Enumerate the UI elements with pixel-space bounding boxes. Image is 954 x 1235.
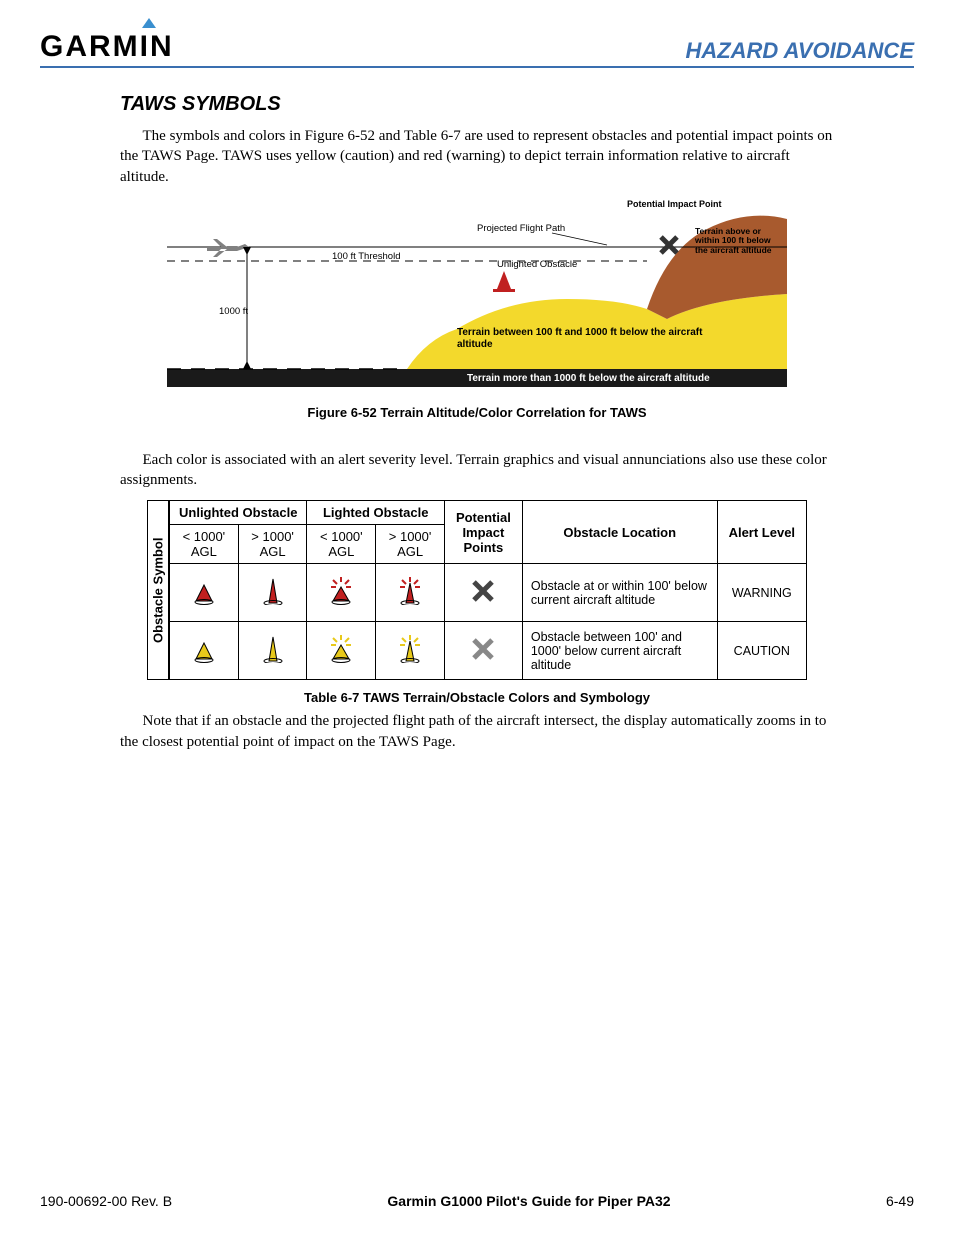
unlighted-short-icon	[192, 635, 216, 663]
label-obstacle: Unlighted Obstacle	[497, 259, 577, 270]
table-caption: Table 6-7 TAWS Terrain/Obstacle Colors a…	[120, 690, 834, 705]
arrow-up-icon	[243, 361, 251, 369]
label-threshold: 100 ft Threshold	[332, 251, 400, 262]
garmin-logo: GARMIN	[40, 30, 174, 64]
unlighted-short-icon	[192, 577, 216, 605]
cell-location-0: Obstacle at or within 100' below current…	[522, 564, 717, 622]
symbols-table: Unlighted Obstacle Lighted Obstacle Pote…	[169, 500, 807, 680]
page-footer: 190-00692-00 Rev. B Garmin G1000 Pilot's…	[40, 1193, 914, 1209]
impact-x-icon	[472, 580, 494, 602]
figure-6-52: Potential Impact Point Projected Flight …	[147, 199, 807, 420]
label-yellow-band: Terrain between 100 ft and 1000 ft below…	[457, 327, 737, 350]
table-row: Obstacle between 100' and 1000' below cu…	[170, 622, 807, 680]
table-side-label: Obstacle Symbol	[147, 500, 169, 680]
brand-text: GARMIN	[40, 30, 174, 64]
lighted-tall-icon	[398, 635, 422, 663]
label-black-band: Terrain more than 1000 ft below the airc…	[467, 373, 710, 384]
th-l-gt: > 1000' AGL	[376, 525, 445, 564]
arrow-down-icon	[243, 247, 251, 255]
page-content: TAWS SYMBOLS The symbols and colors in F…	[40, 93, 914, 752]
th-l-lt: < 1000' AGL	[307, 525, 376, 564]
aircraft-icon	[207, 239, 249, 257]
footer-doc-title: Garmin G1000 Pilot's Guide for Piper PA3…	[387, 1193, 670, 1209]
cell-location-1: Obstacle between 100' and 1000' below cu…	[522, 622, 717, 680]
para-3: Note that if an obstacle and the project…	[120, 711, 834, 752]
logo-triangle-icon	[142, 18, 156, 28]
impact-x-icon	[661, 237, 677, 253]
section-heading: HAZARD AVOIDANCE	[685, 38, 914, 64]
th-u-lt: < 1000' AGL	[170, 525, 239, 564]
unlighted-obstacle-icon	[493, 271, 515, 292]
th-alert: Alert Level	[717, 501, 806, 564]
footer-page-num: 6-49	[886, 1193, 914, 1209]
unlighted-tall-icon	[261, 577, 285, 605]
label-impact-point: Potential Impact Point	[627, 199, 722, 209]
table-row: Obstacle at or within 100' below current…	[170, 564, 807, 622]
cell-alert-0: WARNING	[717, 564, 806, 622]
page-header: GARMIN HAZARD AVOIDANCE	[40, 30, 914, 68]
taws-symbols-heading: TAWS SYMBOLS	[120, 93, 834, 116]
terrain-diagram: Potential Impact Point Projected Flight …	[147, 199, 807, 399]
unlighted-tall-icon	[261, 635, 285, 663]
cell-alert-1: CAUTION	[717, 622, 806, 680]
label-red-band: Terrain above or within 100 ft below the…	[695, 227, 785, 255]
impact-x-icon	[472, 638, 494, 660]
lighted-short-icon	[329, 577, 353, 605]
lighted-tall-icon	[398, 577, 422, 605]
th-location: Obstacle Location	[522, 501, 717, 564]
label-flight-path: Projected Flight Path	[477, 223, 565, 234]
symbols-table-wrap: Obstacle Symbol Unlighted Obstacle Light…	[147, 500, 807, 680]
para-2: Each color is associated with an alert s…	[120, 450, 834, 491]
th-lighted: Lighted Obstacle	[307, 501, 444, 525]
intro-paragraph: The symbols and colors in Figure 6-52 an…	[120, 126, 834, 187]
th-unlighted: Unlighted Obstacle	[170, 501, 307, 525]
th-impact: Potential Impact Points	[444, 501, 522, 564]
label-1000ft: 1000 ft	[219, 306, 248, 317]
figure-caption: Figure 6-52 Terrain Altitude/Color Corre…	[147, 405, 807, 420]
lighted-short-icon	[329, 635, 353, 663]
footer-doc-rev: 190-00692-00 Rev. B	[40, 1193, 172, 1209]
th-u-gt: > 1000' AGL	[238, 525, 307, 564]
